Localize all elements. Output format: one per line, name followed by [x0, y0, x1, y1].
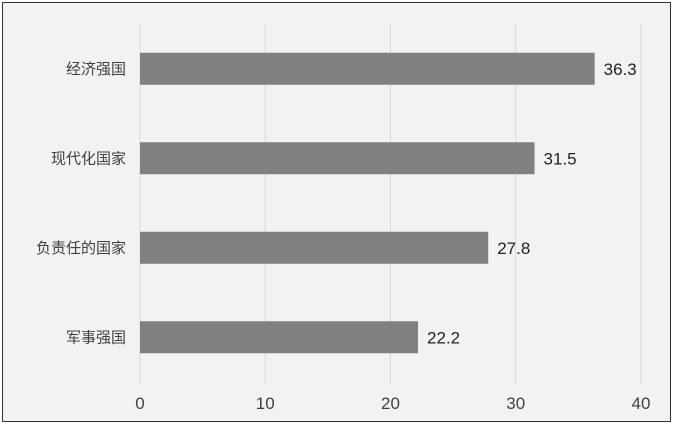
category-label: 现代化国家	[51, 149, 126, 167]
bar	[140, 142, 535, 175]
x-tick-label: 0	[135, 394, 144, 413]
x-tick-label: 20	[381, 394, 400, 413]
x-tick-label: 30	[506, 394, 525, 413]
bars	[140, 52, 595, 354]
data-label: 22.2	[427, 328, 460, 347]
data-label: 31.5	[544, 149, 577, 168]
x-tick-label: 10	[256, 394, 275, 413]
x-tick-label: 40	[632, 394, 651, 413]
category-label: 军事强国	[66, 328, 126, 346]
category-label: 经济强国	[66, 60, 126, 78]
bar	[140, 231, 489, 264]
data-label: 27.8	[497, 239, 530, 258]
category-label: 负责任的国家	[36, 239, 126, 257]
bar	[140, 321, 419, 354]
x-tick-labels: 0 10 20 30 40	[135, 394, 650, 413]
data-label: 36.3	[604, 60, 637, 79]
bar	[140, 52, 595, 85]
value-labels: 36.3 31.5 27.8 22.2	[427, 60, 637, 348]
